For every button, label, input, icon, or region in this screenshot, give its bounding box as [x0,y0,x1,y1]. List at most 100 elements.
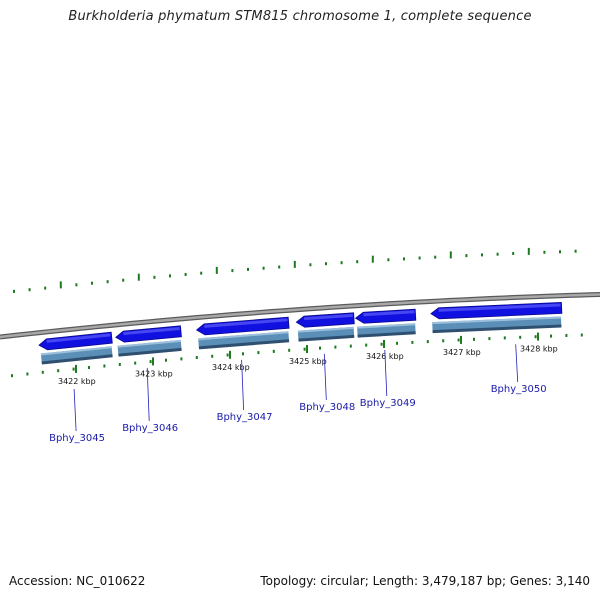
topology-summary: Topology: circular; Length: 3,479,187 bp… [260,574,590,588]
gene-label: Bphy_3050 [491,384,547,395]
accession-text: Accession: NC_010622 [9,574,146,588]
gene-label: Bphy_3048 [299,402,355,413]
minor-tick [309,263,312,267]
map-title: Burkholderia phymatum STM815 chromosome … [68,9,532,24]
major-tick [449,251,452,259]
major-tick [527,247,530,255]
minor-tick [503,336,506,340]
minor-tick [356,260,359,264]
gene-label: Bphy_3046 [122,423,178,434]
minor-tick [488,337,491,341]
minor-tick [122,278,125,282]
gene-feature [354,308,417,338]
gene-arrow-shine [303,313,353,321]
kbp-tick [229,350,231,359]
minor-tick [91,281,93,285]
minor-tick [262,266,265,270]
minor-tick [550,334,552,338]
kbp-tick-label: 3422 kbp [58,377,96,386]
minor-tick [512,252,515,255]
minor-tick [180,357,183,361]
backbone-highlight [0,293,600,339]
minor-tick [303,347,306,351]
gene-feature [115,325,182,357]
gene-arrow-shine [363,310,415,317]
minor-tick [365,343,368,347]
gene-arrow-shine [204,318,288,328]
minor-tick [387,258,390,262]
gene-arrow-shine [46,333,111,343]
cds-bar [432,316,562,333]
minor-tick [559,250,561,254]
cds-bar-shadow [432,324,562,334]
minor-tick [200,271,203,275]
gene-feature [195,316,290,350]
minor-tick [426,340,429,344]
gene-track [38,302,563,365]
gene-label: Bphy_3049 [360,398,416,409]
gene-feature [295,312,355,342]
minor-tick [231,269,234,273]
major-tick [293,260,296,268]
minor-tick [28,288,31,292]
minor-tick [574,249,577,253]
gene-label-line [515,344,519,383]
major-tick [215,266,218,274]
minor-tick [26,372,29,376]
minor-tick [319,346,321,350]
cds-bar [40,346,113,364]
kbp-tick [152,357,154,366]
minor-tick [153,275,156,279]
minor-tick [149,360,152,364]
minor-tick [481,253,483,257]
minor-tick [442,339,445,343]
minor-tick [184,273,187,276]
chromosome-backbone [0,291,600,340]
gene-arrow-shine [123,326,180,336]
minor-tick [57,369,60,373]
cds-bar-shadow [41,354,113,365]
minor-tick [349,344,352,348]
minor-tick [165,358,167,362]
cds-bar-highlight [297,326,354,333]
minor-tick [403,257,405,261]
minor-tick [340,261,343,265]
minor-tick [134,361,137,365]
minor-tick [118,363,121,366]
kbp-tick-label: 3423 kbp [135,369,173,378]
cds-bar-shadow [298,334,355,342]
cds-bar-highlight [40,346,112,356]
minor-tick [519,335,522,339]
minor-tick [211,354,214,358]
cds-bar-shadow [118,347,182,357]
cds-bar-shadow [357,331,416,338]
minor-tick [543,250,546,254]
minor-tick [88,366,90,369]
minor-tick [278,265,281,269]
kbp-tick-label: 3425 kbp [289,357,327,366]
kbp-tick [306,345,308,353]
minor-tick [242,352,244,356]
minor-tick [11,374,13,378]
major-tick [371,255,374,263]
minor-tick [72,367,75,371]
cds-bar-shadow [198,339,290,350]
cds-bar-highlight [117,339,181,348]
minor-tick [380,342,383,346]
minor-tick [226,353,229,357]
cds-bar-highlight [198,331,289,341]
minor-tick [106,280,109,284]
kbp-tick [383,340,385,348]
gene-label: Bphy_3045 [49,433,105,444]
minor-tick [44,286,47,290]
minor-tick [288,348,291,352]
minor-tick [103,364,106,368]
major-tick [137,273,140,281]
gene-feature [430,302,563,334]
minor-tick [434,255,437,259]
minor-tick [565,334,568,337]
minor-tick [13,289,15,293]
gene-label-line [241,359,244,411]
kbp-tick-label: 3428 kbp [520,345,558,354]
